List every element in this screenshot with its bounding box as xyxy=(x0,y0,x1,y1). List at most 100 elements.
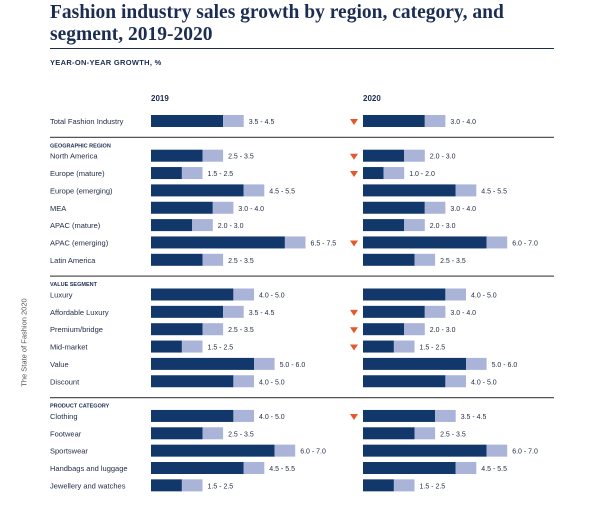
bar-low-2019 xyxy=(151,479,182,492)
bar-low-2019 xyxy=(151,427,203,440)
data-label-2020: 4.0 - 5.0 xyxy=(471,293,497,300)
bar-low-2020 xyxy=(363,201,425,214)
bar-high-2020 xyxy=(393,479,415,492)
row-label: APAC (mature) xyxy=(50,221,101,230)
bar-low-2019 xyxy=(151,236,285,249)
row-label: Value xyxy=(50,360,69,369)
data-label-2020: 3.5 - 4.5 xyxy=(461,414,487,421)
bar-low-2019 xyxy=(151,253,203,266)
row-label: Luxury xyxy=(50,291,73,300)
bar-high-2020 xyxy=(486,444,508,457)
row-label: MEA xyxy=(50,204,66,213)
data-label-2020: 5.0 - 6.0 xyxy=(492,362,518,369)
data-label-2019: 6.5 - 7.5 xyxy=(311,240,337,247)
bar-low-2019 xyxy=(151,323,203,336)
row-label: APAC (emerging) xyxy=(50,238,109,247)
bar-high-2020 xyxy=(414,427,436,440)
row-label: Discount xyxy=(50,377,80,386)
data-label-2020: 2.0 - 3.0 xyxy=(430,327,456,334)
data-label-2019: 3.5 - 4.5 xyxy=(249,119,275,126)
bar-low-2020 xyxy=(363,167,384,180)
down-arrow-icon xyxy=(350,413,358,420)
bar-high-2020 xyxy=(455,462,477,474)
bar-high-2019 xyxy=(274,444,296,457)
bar-high-2020 xyxy=(404,323,425,336)
column-header-2020: 2020 xyxy=(363,94,381,103)
row-label: Clothing xyxy=(50,412,78,421)
down-arrow-icon xyxy=(350,240,358,247)
data-label-2019: 1.5 - 2.5 xyxy=(208,345,234,352)
bar-high-2020 xyxy=(424,305,446,318)
chart-subtitle: YEAR-ON-YEAR GROWTH, % xyxy=(50,58,162,67)
bar-low-2019 xyxy=(151,409,234,422)
row-label: Affordable Luxury xyxy=(50,308,109,317)
bar-high-2020 xyxy=(383,167,405,180)
bar-high-2019 xyxy=(233,288,254,301)
row-label: Jewellery and watches xyxy=(50,481,126,490)
data-label-2019: 5.0 - 6.0 xyxy=(280,362,306,369)
bar-high-2019 xyxy=(284,236,306,249)
bar-high-2020 xyxy=(486,236,508,249)
row-label: Europe (mature) xyxy=(50,169,105,178)
bar-high-2020 xyxy=(404,149,425,162)
bar-low-2019 xyxy=(151,444,275,457)
data-label-2019: 1.5 - 2.5 xyxy=(208,171,234,178)
bar-low-2020 xyxy=(363,444,487,457)
data-label-2020: 6.0 - 7.0 xyxy=(512,240,538,247)
bar-low-2019 xyxy=(151,167,182,180)
bar-low-2019 xyxy=(151,340,182,353)
bar-low-2020 xyxy=(363,462,456,474)
bar-low-2020 xyxy=(363,340,394,353)
bar-high-2020 xyxy=(455,184,477,197)
bar-high-2020 xyxy=(466,357,487,370)
bar-high-2019 xyxy=(223,115,244,127)
section-label: GEOGRAPHIC REGION xyxy=(50,143,111,149)
bar-low-2020 xyxy=(363,427,415,440)
data-label-2020: 3.0 - 4.0 xyxy=(450,206,476,213)
data-label-2020: 1.5 - 2.5 xyxy=(420,483,446,490)
data-label-2019: 6.0 - 7.0 xyxy=(300,449,326,456)
down-arrow-icon xyxy=(350,344,358,351)
data-label-2019: 3.0 - 4.0 xyxy=(238,206,264,213)
bar-low-2020 xyxy=(363,253,415,266)
bar-high-2019 xyxy=(181,340,203,353)
data-label-2019: 2.0 - 3.0 xyxy=(218,223,244,230)
bar-high-2019 xyxy=(202,149,224,162)
row-label: Total Fashion Industry xyxy=(50,117,124,126)
bar-low-2020 xyxy=(363,149,405,162)
bar-high-2020 xyxy=(404,219,425,232)
down-arrow-icon xyxy=(350,119,358,125)
data-label-2019: 3.5 - 4.5 xyxy=(249,310,275,317)
bar-high-2019 xyxy=(212,201,234,214)
column-header-2019: 2019 xyxy=(151,94,169,103)
row-label: North America xyxy=(50,152,98,161)
data-label-2020: 2.5 - 3.5 xyxy=(440,431,466,438)
down-arrow-icon xyxy=(350,309,358,316)
bar-high-2019 xyxy=(192,219,213,232)
data-label-2020: 2.0 - 3.0 xyxy=(430,154,456,161)
down-arrow-icon xyxy=(350,153,358,160)
bar-low-2020 xyxy=(363,323,405,336)
data-label-2020: 6.0 - 7.0 xyxy=(512,449,538,456)
row-label: Handbags and luggage xyxy=(50,464,128,473)
bar-high-2019 xyxy=(254,357,275,370)
bar-low-2019 xyxy=(151,357,254,370)
down-arrow-icon xyxy=(350,327,358,334)
section-label: VALUE SEGMENT xyxy=(50,282,98,288)
row-label: Footwear xyxy=(50,429,82,438)
bar-low-2019 xyxy=(151,305,224,318)
data-label-2020: 1.0 - 2.0 xyxy=(409,171,435,178)
bar-low-2020 xyxy=(363,236,487,249)
bar-high-2020 xyxy=(424,115,446,127)
data-label-2019: 4.0 - 5.0 xyxy=(259,293,285,300)
bar-high-2020 xyxy=(414,253,436,266)
bar-high-2020 xyxy=(435,409,456,422)
row-label: Mid-market xyxy=(50,343,88,352)
data-label-2019: 2.5 - 3.5 xyxy=(228,258,254,265)
bar-low-2020 xyxy=(363,375,446,388)
bar-low-2020 xyxy=(363,288,446,301)
row-label: Sportswear xyxy=(50,447,88,456)
data-label-2020: 3.0 - 4.0 xyxy=(450,310,476,317)
down-arrow-icon xyxy=(350,171,358,178)
